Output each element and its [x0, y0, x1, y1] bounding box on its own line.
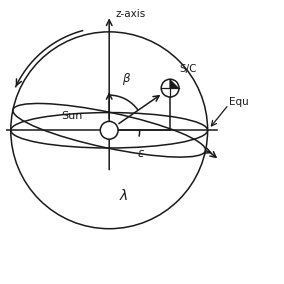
Text: Sun: Sun: [61, 111, 82, 121]
Circle shape: [161, 79, 179, 97]
Text: S/C: S/C: [179, 64, 197, 74]
Text: Equ: Equ: [229, 97, 248, 107]
Circle shape: [100, 121, 118, 139]
Text: λ: λ: [119, 189, 128, 203]
Polygon shape: [170, 80, 178, 88]
Text: ε: ε: [137, 147, 144, 160]
Text: z-axis: z-axis: [115, 9, 145, 19]
Text: β: β: [122, 72, 130, 85]
